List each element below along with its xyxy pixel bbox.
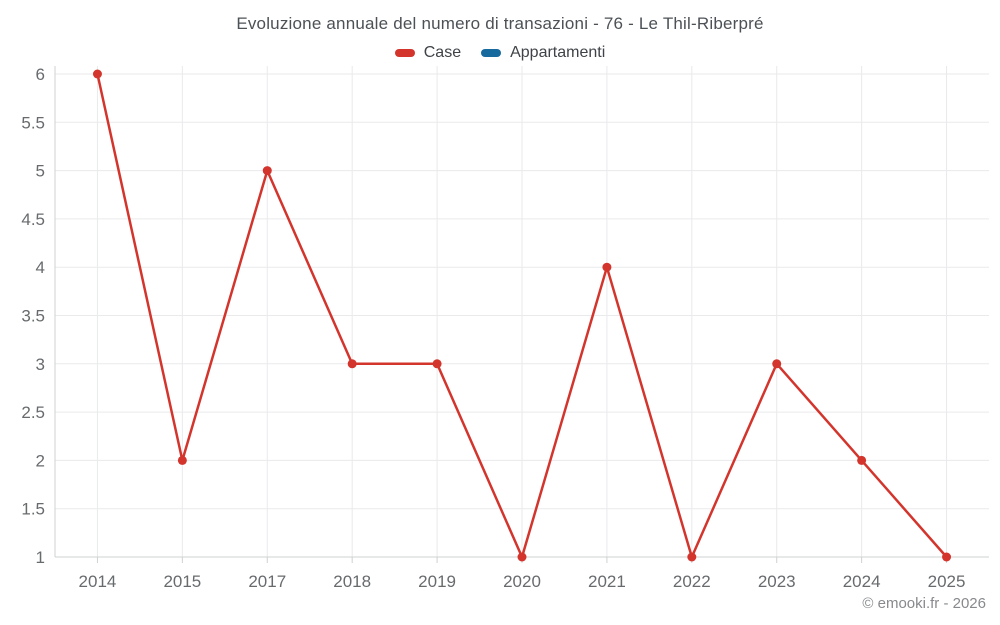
legend-item-case[interactable]: Case: [394, 44, 462, 62]
data-point[interactable]: [687, 552, 697, 562]
legend: Case Appartamenti: [0, 44, 1000, 62]
legend-label-case: Case: [423, 44, 462, 61]
legend-label-appartamenti: Appartamenti: [510, 44, 606, 61]
x-axis-tick-label: 2024: [843, 572, 881, 591]
data-point[interactable]: [772, 359, 782, 369]
y-axis-tick-label: 5: [36, 162, 45, 181]
x-axis-tick-label: 2015: [163, 572, 201, 591]
x-axis-tick-label: 2020: [503, 572, 541, 591]
y-axis-tick-label: 2.5: [21, 403, 45, 422]
y-axis-tick-label: 3.5: [21, 307, 45, 326]
copyright-notice: © emooki.fr - 2026: [862, 595, 986, 612]
chart-title: Evoluzione annuale del numero di transaz…: [236, 14, 764, 33]
x-axis-tick-label: 2019: [418, 572, 456, 591]
x-axis-tick-label: 2014: [79, 572, 117, 591]
legend-item-appartamenti[interactable]: Appartamenti: [481, 44, 605, 62]
y-axis-tick-label: 1.5: [21, 500, 45, 519]
x-axis-tick-label: 2022: [673, 572, 711, 591]
data-point[interactable]: [177, 455, 187, 465]
y-axis-tick-label: 1: [36, 548, 45, 567]
x-axis-tick-label: 2023: [758, 572, 796, 591]
data-point[interactable]: [602, 262, 612, 272]
data-point[interactable]: [262, 166, 272, 176]
y-axis-tick-label: 3: [36, 355, 45, 374]
y-axis-tick-label: 4.5: [21, 210, 45, 229]
data-point[interactable]: [432, 359, 442, 369]
x-axis-tick-label: 2025: [928, 572, 966, 591]
y-axis-tick-label: 4: [36, 258, 45, 277]
x-axis-tick-label: 2017: [248, 572, 286, 591]
y-axis-tick-label: 2: [36, 451, 45, 470]
data-point[interactable]: [517, 552, 527, 562]
y-axis-tick-label: 5.5: [21, 113, 45, 132]
data-point[interactable]: [942, 552, 952, 562]
data-point[interactable]: [347, 359, 357, 369]
legend-swatch-case: [394, 49, 415, 57]
data-point[interactable]: [92, 69, 102, 79]
data-point[interactable]: [857, 455, 867, 465]
y-axis-tick-label: 6: [36, 65, 45, 84]
x-axis-tick-label: 2018: [333, 572, 371, 591]
legend-swatch-appartamenti: [481, 49, 502, 57]
x-axis-tick-label: 2021: [588, 572, 626, 591]
